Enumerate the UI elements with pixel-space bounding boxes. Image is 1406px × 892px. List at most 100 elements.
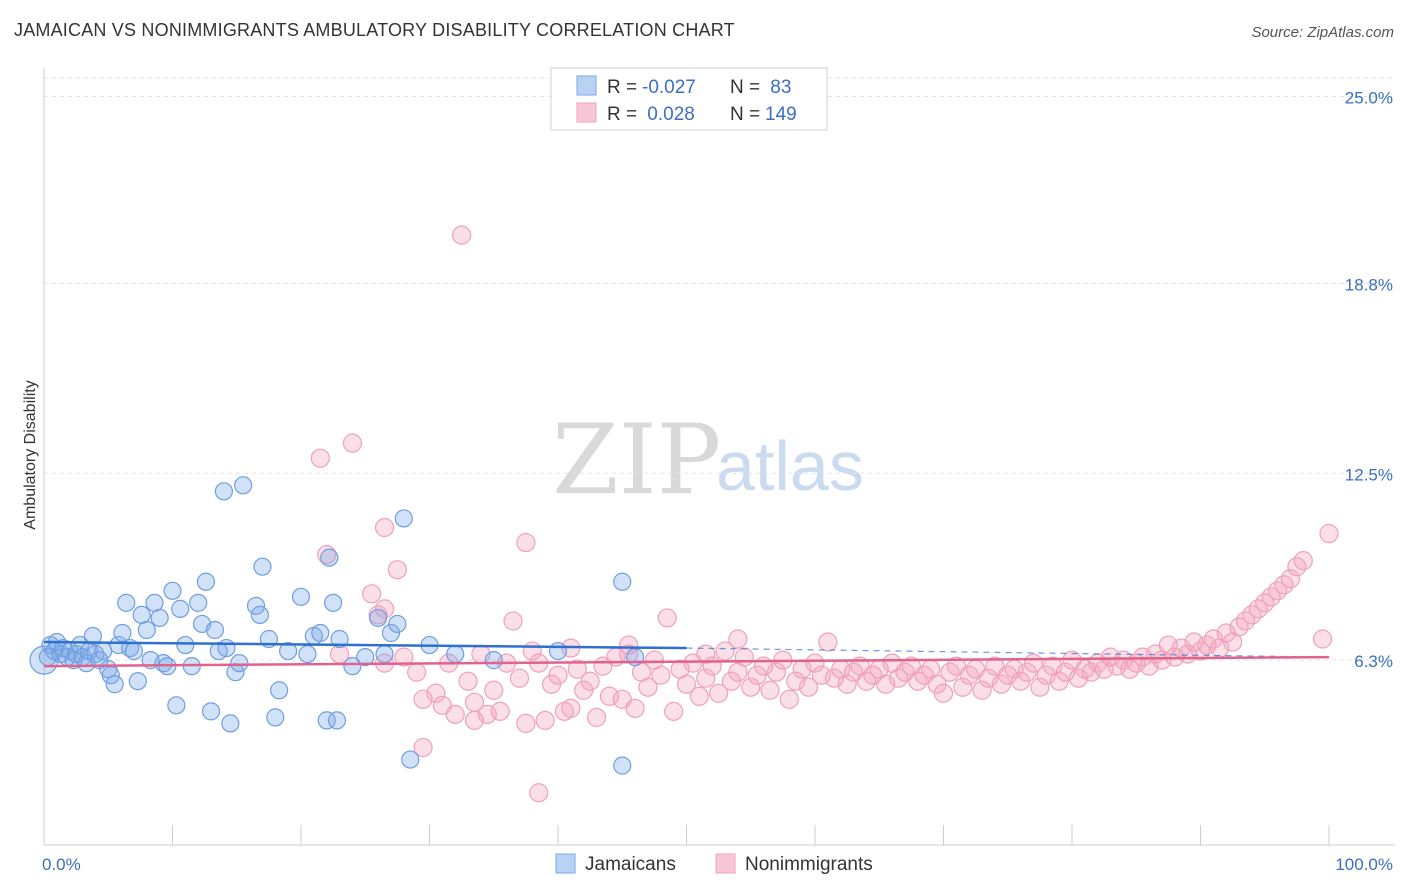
nonimmigrants-point <box>766 662 787 682</box>
x-tick-label: 100.0% <box>1335 855 1393 874</box>
nonimmigrants-point <box>445 704 465 724</box>
bottom-legend-swatch-nonimmigrants <box>715 853 736 874</box>
nonimmigrants-point <box>651 665 671 685</box>
source-label: Source: ZipAtlas.com <box>1251 24 1394 41</box>
nonimmigrants-point <box>805 653 825 673</box>
jamaicans-point <box>221 714 240 733</box>
bottom-legend-nonimmigrants: Nonimmigrants <box>745 854 873 875</box>
nonimmigrants-point <box>516 532 536 553</box>
nonimmigrants-point <box>696 644 716 664</box>
nonimmigrants-point <box>625 698 645 718</box>
y-tick-label: 25.0% <box>1345 89 1393 108</box>
nonimmigrants-point <box>490 701 510 721</box>
jamaicans-point <box>369 608 388 628</box>
jamaicans-point <box>484 651 503 670</box>
jamaicans-point <box>132 605 151 625</box>
jamaicans-point <box>388 614 407 634</box>
legend-r-label-2: R = <box>607 104 642 125</box>
jamaicans-point <box>150 608 169 628</box>
jamaicans-point <box>266 708 285 727</box>
nonimmigrants-point <box>696 668 716 688</box>
nonimmigrants-point <box>1319 523 1339 544</box>
nonimmigrants-point <box>394 647 414 667</box>
jamaicans-point <box>327 711 347 730</box>
legend-n-label-1: N = <box>730 77 765 98</box>
jamaicans-point <box>446 644 465 664</box>
trend-lines <box>43 640 1330 668</box>
nonimmigrants-point <box>509 668 530 688</box>
nonimmigrants-point <box>1312 629 1333 649</box>
watermark-atlas: atlas <box>716 427 864 505</box>
jamaicans-point <box>330 629 349 649</box>
nonimmigrants-point <box>503 611 523 631</box>
nonimmigrants-point <box>529 783 549 803</box>
nonimmigrants-point <box>953 677 973 697</box>
jamaicans-point <box>145 593 164 612</box>
nonimmigrants-point <box>426 683 446 703</box>
nonimmigrants-point <box>580 671 600 691</box>
y-axis-label: Ambulatory Disability <box>22 380 39 529</box>
jamaicans-point <box>124 641 144 661</box>
bottom-legend: Jamaicans Nonimmigrants <box>555 853 873 875</box>
nonimmigrants-point <box>561 698 581 718</box>
jamaicans-point <box>217 638 236 658</box>
jamaicans-point <box>94 641 113 661</box>
jamaicans-point <box>401 750 420 769</box>
jamaicans-point <box>250 605 269 625</box>
nonimmigrants-point <box>374 517 395 538</box>
jamaicans-point <box>311 623 330 643</box>
nonimmigrants-point <box>638 677 658 697</box>
jamaicans-point <box>291 587 311 606</box>
jamaicans-point <box>613 572 632 591</box>
jamaicans-point <box>548 641 568 661</box>
jamaicans-point <box>189 593 208 612</box>
nonimmigrants-point <box>586 707 607 727</box>
x-tick-label: 0.0% <box>42 855 81 874</box>
nonimmigrants-point <box>779 689 799 709</box>
jamaicans-point <box>117 593 136 612</box>
nonimmigrants-point <box>741 677 761 697</box>
jamaicans-point <box>171 599 190 618</box>
nonimmigrants-point <box>760 680 780 700</box>
legend-n-value-2: 149 <box>765 104 797 125</box>
axes <box>43 68 1395 846</box>
jamaicans-point <box>109 635 128 655</box>
nonimmigrants-point <box>452 225 472 245</box>
nonimmigrants-point <box>657 608 677 628</box>
legend-r-value-1: -0.027 <box>642 77 696 98</box>
jamaicans-point <box>270 681 289 700</box>
nonimmigrants-point <box>535 710 555 730</box>
nonimmigrants-point <box>933 683 954 703</box>
jamaicans-point <box>83 626 102 646</box>
nonimmigrants-point <box>715 641 735 661</box>
jamaicans-points <box>29 476 645 775</box>
jamaicans-point <box>246 596 266 615</box>
jamaicans-point <box>253 557 272 576</box>
legend-n-value-1: 83 <box>765 77 791 98</box>
jamaicans-trend-line <box>43 640 687 650</box>
nonimmigrants-points <box>310 225 1339 803</box>
jamaicans-point <box>214 482 233 501</box>
nonimmigrants-point <box>689 686 709 706</box>
jamaicans-point <box>105 675 124 694</box>
jamaicans-point <box>137 620 156 640</box>
nonimmigrants-point <box>464 710 485 730</box>
jamaicans-point <box>356 648 375 667</box>
nonimmigrants-point <box>972 680 992 700</box>
watermark: ZIP atlas <box>552 404 864 516</box>
nonimmigrants-point <box>516 713 536 734</box>
jamaicans-point <box>317 711 336 730</box>
jamaicans-point <box>343 657 362 676</box>
nonimmigrants-point <box>1293 551 1313 571</box>
nonimmigrants-point <box>709 683 729 703</box>
jamaicans-point <box>381 623 401 643</box>
nonimmigrants-point <box>1280 569 1301 589</box>
bottom-legend-jamaicans: Jamaicans <box>585 854 676 875</box>
nonimmigrants-point <box>413 737 433 758</box>
jamaicans-point <box>196 572 216 591</box>
jamaicans-point <box>234 476 253 495</box>
nonimmigrants-point <box>548 665 568 685</box>
legend-r-value-2: 0.028 <box>642 104 695 125</box>
jamaicans-point <box>324 593 343 612</box>
nonimmigrants-point <box>619 635 639 655</box>
